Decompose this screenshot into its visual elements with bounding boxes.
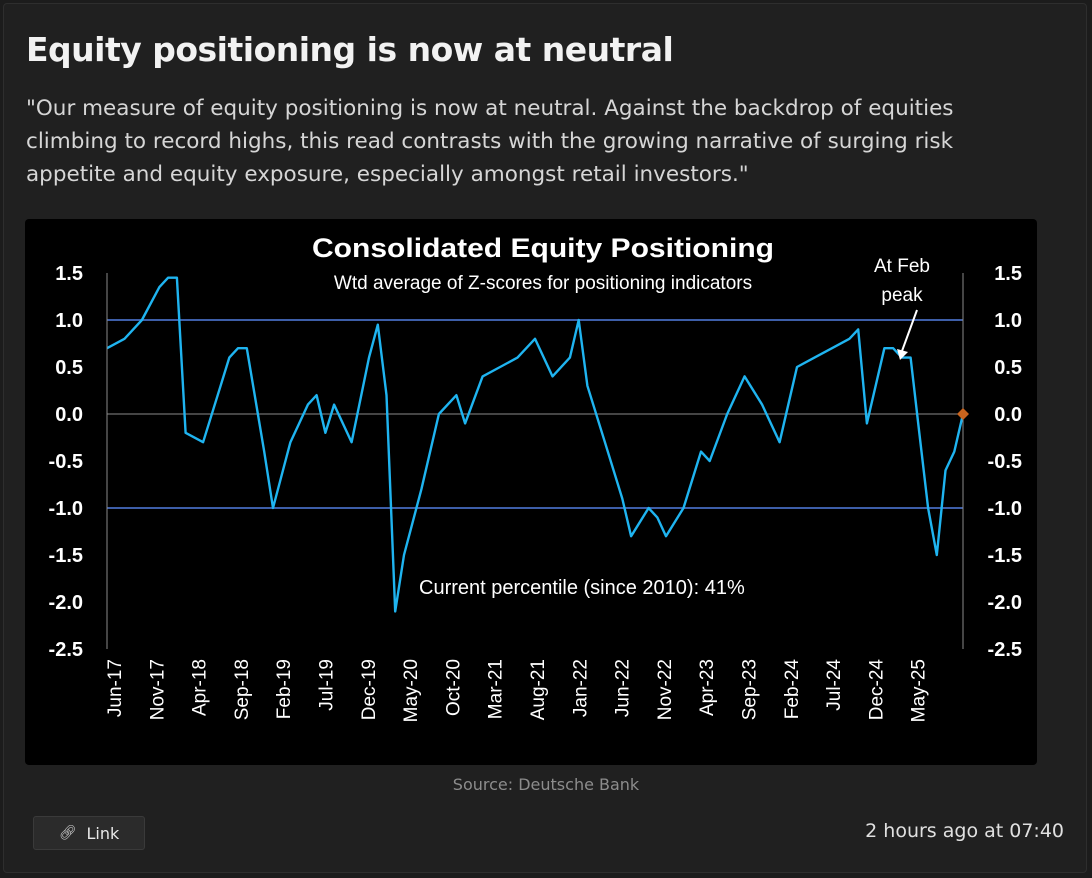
x-tick-label: Jun-22	[613, 659, 634, 717]
y-tick-right: 1.0	[994, 310, 1022, 332]
x-tick-label: Dec-24	[866, 659, 887, 721]
y-tick-left: -2.0	[49, 592, 83, 614]
source-caption: Source: Deutsche Bank	[452, 775, 640, 794]
x-tick-label: Sep-23	[740, 659, 761, 720]
x-tick-label: Feb-19	[274, 659, 295, 719]
y-tick-left: 1.5	[55, 263, 83, 285]
link-button-label: Link	[86, 823, 120, 843]
y-tick-left: -1.5	[49, 545, 83, 567]
y-tick-right: -2.5	[988, 639, 1022, 661]
current-value-marker	[957, 408, 969, 420]
x-tick-label: Apr-18	[190, 659, 211, 716]
x-tick-label: Nov-17	[147, 659, 168, 720]
chart-title: Consolidated Equity Positioning	[312, 233, 774, 263]
y-tick-left: 0.5	[55, 357, 83, 379]
x-tick-label: Dec-19	[359, 659, 380, 720]
post-timestamp: 2 hours ago at 07:40	[865, 820, 1064, 842]
x-tick-label: Oct-20	[443, 659, 464, 716]
annotation-arrowhead	[897, 349, 908, 360]
series-line	[106, 276, 965, 613]
x-tick-label: May-25	[909, 659, 930, 722]
link-icon: 🔗︎	[58, 825, 77, 841]
x-tick-label: Jul-19	[317, 659, 338, 711]
annotation-current-percentile: Current percentile (since 2010): 41%	[419, 577, 745, 599]
y-tick-left: 1.0	[55, 310, 83, 332]
x-tick-label: Jan-22	[570, 659, 591, 717]
x-tick-label: Apr-23	[697, 659, 718, 716]
y-tick-left: 0.0	[55, 404, 83, 426]
x-tick-label: Sep-18	[232, 659, 253, 720]
link-button[interactable]: 🔗︎ Link	[33, 816, 145, 850]
y-tick-right: 0.0	[994, 404, 1022, 426]
post-headline: Equity positioning is now at neutral	[26, 30, 674, 69]
x-tick-label: Jul-24	[824, 659, 845, 711]
positioning-chart: 1.5 1.0 0.5 0.0 -0.5 -1.0 -1.5 -2.0 -2.5 1.5 1.0 0…	[49, 233, 1022, 722]
y-tick-left: -2.5	[49, 639, 83, 661]
chart-panel: 1.5 1.0 0.5 0.0 -0.5 -1.0 -1.5 -2.0 -2.5 1.5 1.0 0…	[25, 219, 1037, 765]
annotation-feb-peak-line2: peak	[881, 285, 923, 306]
x-tick-label: Jun-17	[105, 659, 126, 717]
x-tick-label: Nov-22	[655, 659, 676, 720]
y-tick-left: -0.5	[49, 451, 83, 473]
y-tick-right: -1.0	[988, 498, 1022, 520]
post-quote: "Our measure of equity positioning is no…	[26, 96, 954, 187]
chart-subtitle: Wtd average of Z-scores for positioning …	[334, 273, 752, 294]
y-tick-right: 0.5	[994, 357, 1022, 379]
x-tick-label: Aug-21	[528, 659, 549, 720]
x-tick-label: Mar-21	[486, 659, 507, 719]
y-tick-left: -1.0	[49, 498, 83, 520]
x-tick-label: Feb-24	[782, 659, 803, 720]
y-tick-right: 1.5	[994, 263, 1022, 285]
y-tick-right: -2.0	[988, 592, 1022, 614]
y-tick-right: -1.5	[988, 545, 1022, 567]
x-tick-label: May-20	[401, 659, 422, 722]
y-tick-right: -0.5	[988, 451, 1022, 473]
annotation-arrow	[901, 309, 918, 352]
annotation-feb-peak-line1: At Feb	[874, 256, 930, 277]
